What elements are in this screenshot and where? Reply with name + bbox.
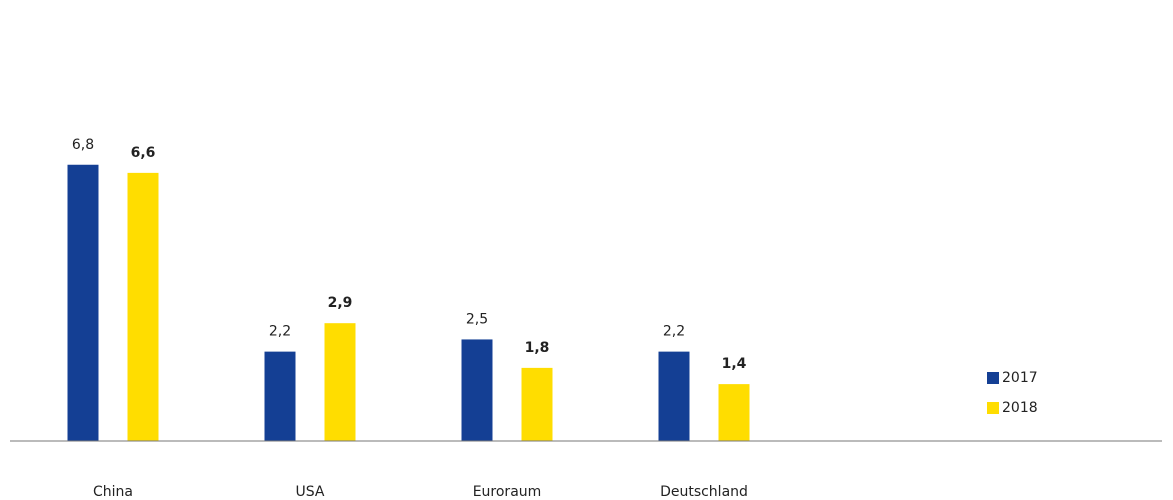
legend-label: 2017 bbox=[1002, 370, 1038, 386]
value-label: 1,8 bbox=[525, 340, 550, 356]
legend-swatch bbox=[987, 372, 999, 384]
value-label: 1,4 bbox=[722, 356, 747, 372]
x-tick-label: China bbox=[93, 484, 133, 500]
x-tick-label: Deutschland bbox=[660, 484, 748, 500]
value-label: 2,9 bbox=[328, 295, 353, 311]
legend-label: 2018 bbox=[1002, 400, 1038, 416]
bar bbox=[521, 367, 553, 441]
legend-swatch bbox=[987, 402, 999, 414]
value-label: 2,2 bbox=[269, 324, 291, 340]
bar bbox=[718, 384, 750, 441]
value-label: 6,8 bbox=[72, 137, 94, 153]
bar bbox=[67, 164, 99, 441]
value-label: 2,2 bbox=[663, 324, 685, 340]
x-tick-label: USA bbox=[296, 484, 325, 500]
bar bbox=[264, 351, 296, 441]
bar bbox=[461, 339, 493, 441]
x-tick-label: Euroraum bbox=[473, 484, 542, 500]
bar bbox=[127, 172, 159, 441]
value-label: 2,5 bbox=[466, 311, 488, 327]
bar bbox=[658, 351, 690, 441]
bar bbox=[324, 323, 356, 441]
value-label: 6,6 bbox=[131, 145, 156, 161]
